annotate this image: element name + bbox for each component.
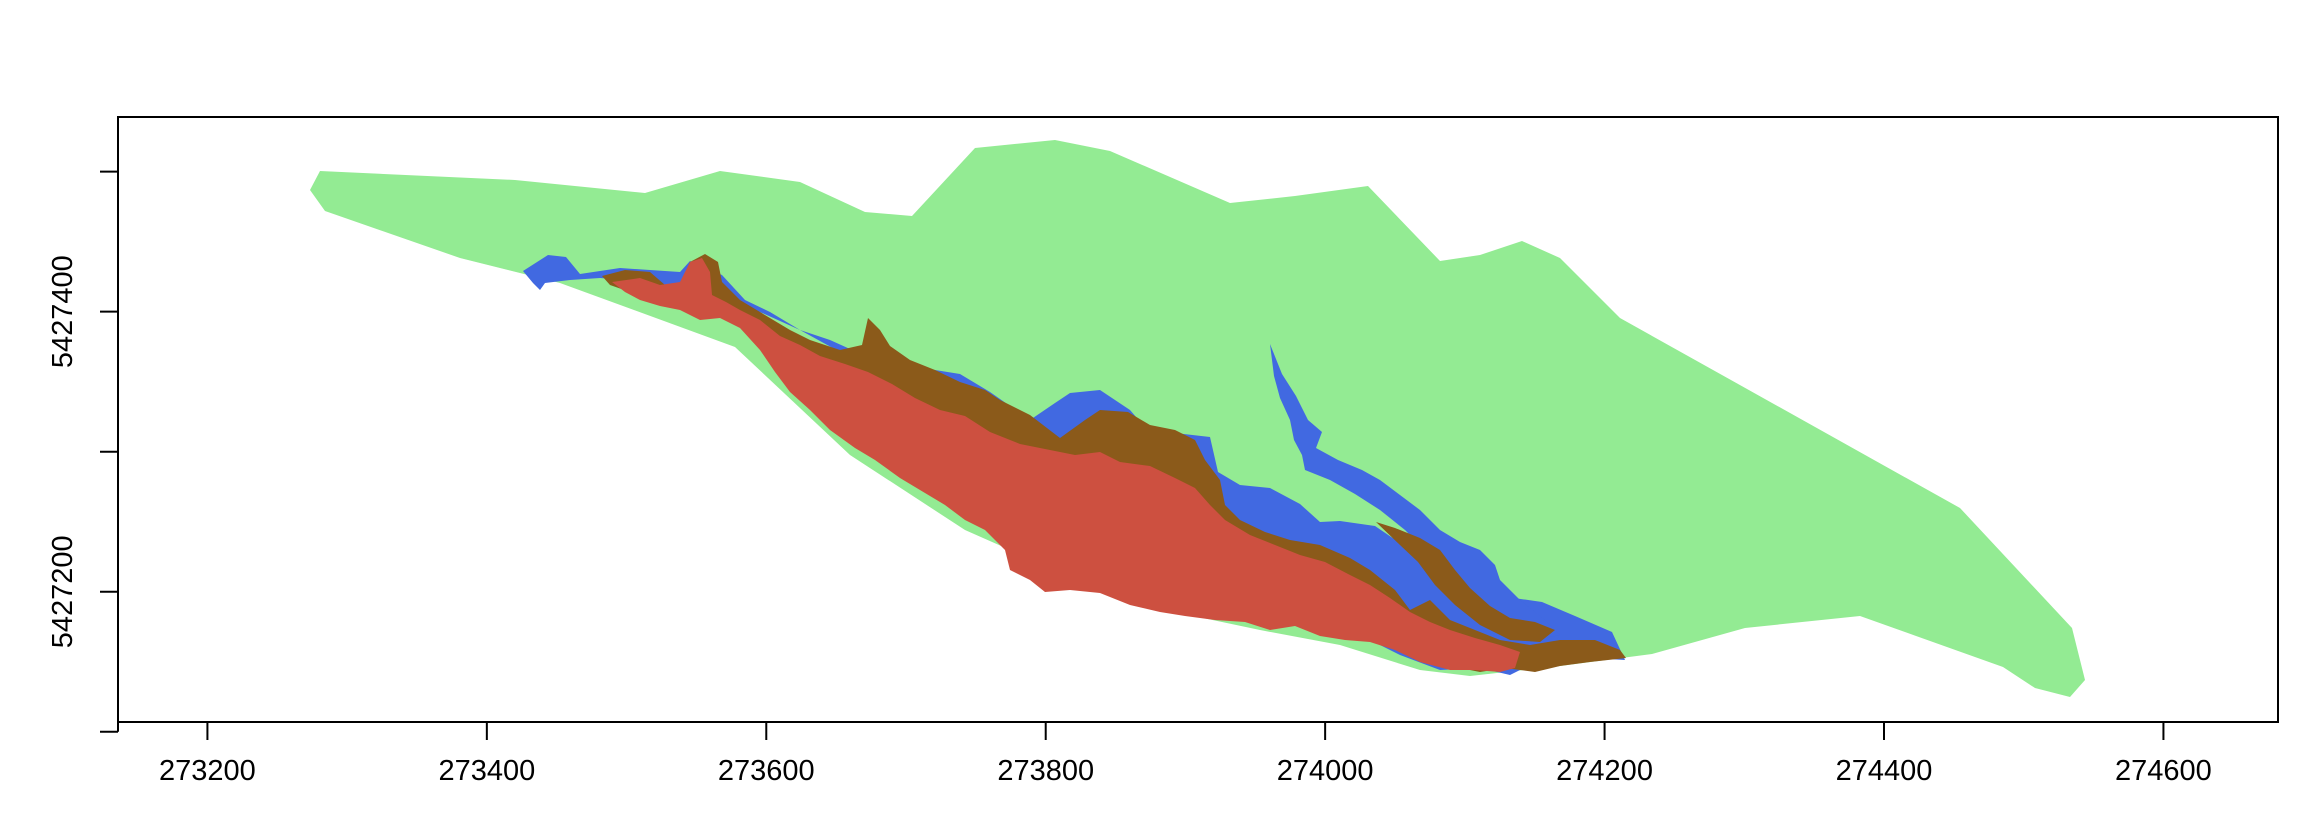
layer-green-polygon: [310, 140, 2085, 697]
x-tick-label: 274600: [2115, 755, 2212, 787]
x-tick-label: 273200: [159, 755, 256, 787]
y-tick-label: 5427200: [47, 535, 79, 648]
layer-blue-branch-polygon: [1270, 344, 1560, 640]
x-tick-label: 274200: [1556, 755, 1653, 787]
x-tick-label: 273600: [718, 755, 815, 787]
layer-red-polygon: [612, 258, 1520, 672]
layer-brown-branch-polygon: [1376, 522, 1555, 642]
x-tick-label: 273400: [438, 755, 535, 787]
polygon-layers: [310, 140, 2085, 697]
y-tick-label: 5427400: [47, 255, 79, 368]
x-tick-label: 274000: [1277, 755, 1374, 787]
y-axis: 5427200 5427400: [47, 170, 119, 733]
x-tick-label: 273800: [997, 755, 1094, 787]
x-tick-label: 274400: [1836, 755, 1933, 787]
x-axis: 273200 273400 273600 273800 274000 274200 2744…: [159, 721, 2212, 787]
